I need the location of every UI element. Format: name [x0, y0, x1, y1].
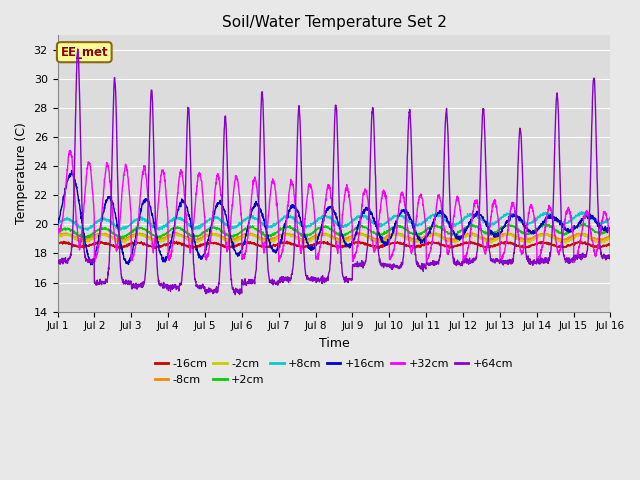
Title: Soil/Water Temperature Set 2: Soil/Water Temperature Set 2: [221, 15, 447, 30]
Y-axis label: Temperature (C): Temperature (C): [15, 122, 28, 225]
Legend: -16cm, -8cm, -2cm, +2cm, +8cm, +16cm, +32cm, +64cm: -16cm, -8cm, -2cm, +2cm, +8cm, +16cm, +3…: [150, 355, 517, 389]
Text: EE_met: EE_met: [60, 46, 108, 59]
X-axis label: Time: Time: [319, 337, 349, 350]
